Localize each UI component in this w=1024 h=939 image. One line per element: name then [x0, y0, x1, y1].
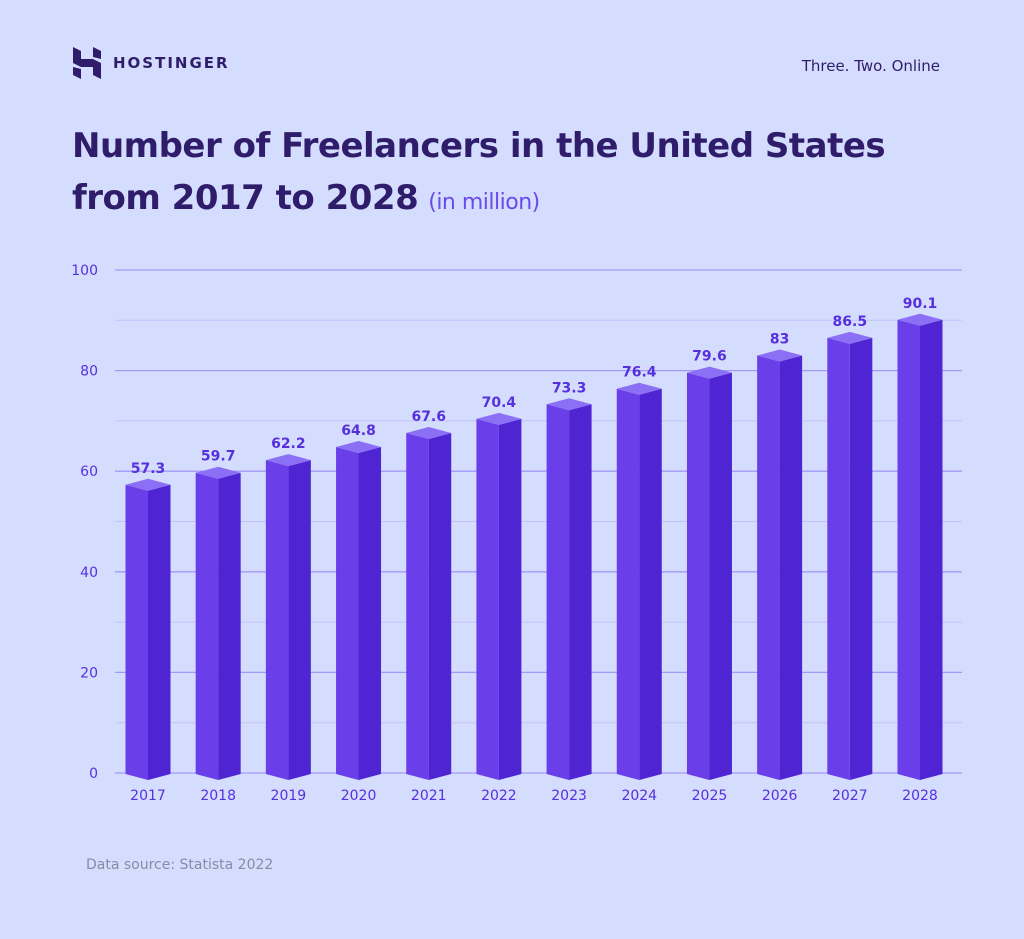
x-tick-label: 2024	[621, 788, 657, 804]
data-label: 73.3	[552, 380, 587, 396]
bar-top-face	[546, 398, 592, 411]
logo: HOSTINGER	[73, 47, 230, 79]
bar-front-face	[827, 337, 850, 780]
bar-top-face	[827, 331, 873, 344]
title-line-2: from 2017 to 2028	[72, 178, 419, 218]
bar-side-face	[148, 484, 171, 780]
bar-top-face	[616, 382, 662, 395]
bar-side-face	[288, 460, 311, 780]
brand-name: HOSTINGER	[113, 54, 230, 72]
bar-top-face	[336, 441, 382, 454]
data-label: 90.1	[903, 296, 938, 312]
bar-side-face	[498, 418, 522, 780]
bar-top-face	[195, 466, 241, 479]
x-tick-label: 2026	[762, 788, 798, 804]
bar-top-face	[265, 454, 311, 467]
bar-side-face	[218, 472, 241, 780]
x-tick-label: 2018	[200, 788, 236, 804]
data-label: 83	[770, 332, 789, 348]
data-label: 62.2	[271, 436, 306, 452]
bar-front-face	[686, 372, 710, 780]
bar-top-face	[476, 412, 522, 425]
x-tick-label: 2019	[271, 788, 307, 804]
bar-top-face	[897, 313, 943, 326]
y-tick-label: 20	[80, 665, 98, 681]
data-label: 70.4	[482, 395, 517, 411]
data-label: 76.4	[622, 365, 657, 381]
chart-title: Number of Freelancers in the United Stat…	[72, 120, 886, 229]
bar-side-face	[639, 388, 662, 780]
bar-top-face	[125, 478, 171, 491]
bar-front-face	[546, 404, 570, 780]
bar-side-face	[849, 337, 873, 780]
title-line-1: Number of Freelancers in the United Stat…	[72, 126, 886, 166]
bar-front-face	[757, 355, 780, 780]
x-tick-label: 2025	[692, 788, 728, 804]
y-tick-label: 80	[80, 364, 98, 380]
title-unit: (in million)	[428, 190, 540, 215]
y-tick-label: 40	[80, 565, 98, 581]
bar-side-face	[920, 319, 943, 780]
x-tick-label: 2027	[832, 788, 868, 804]
data-source: Data source: Statista 2022	[86, 857, 274, 873]
bar-front-face	[195, 472, 219, 780]
bar-side-face	[779, 355, 803, 780]
x-tick-label: 2021	[411, 788, 447, 804]
y-tick-label: 0	[89, 766, 98, 782]
bar-side-face	[709, 372, 732, 780]
bar-top-face	[686, 366, 732, 379]
tagline: Three. Two. Online	[801, 57, 940, 75]
bar-front-face	[336, 447, 359, 780]
data-label: 57.3	[131, 461, 166, 477]
bar-front-face	[265, 460, 289, 780]
hostinger-logo-icon	[73, 47, 101, 79]
bar-front-face	[616, 388, 640, 780]
bar-front-face	[476, 418, 499, 780]
bar-top-face	[757, 349, 803, 362]
data-label: 86.5	[833, 314, 868, 330]
bar-side-face	[358, 447, 382, 780]
y-tick-label: 60	[80, 464, 98, 480]
bar-side-face	[569, 404, 592, 780]
bar-front-face	[125, 484, 148, 780]
data-label: 79.6	[692, 349, 727, 365]
x-tick-label: 2020	[341, 788, 377, 804]
x-tick-label: 2022	[481, 788, 517, 804]
y-tick-label: 100	[71, 263, 98, 279]
bar-top-face	[406, 426, 452, 439]
data-label: 64.8	[341, 423, 376, 439]
data-label: 67.6	[411, 409, 446, 425]
x-tick-label: 2017	[130, 788, 166, 804]
x-tick-label: 2023	[551, 788, 587, 804]
x-tick-label: 2028	[902, 788, 938, 804]
bar-side-face	[428, 432, 452, 780]
data-label: 59.7	[201, 449, 236, 465]
bar-front-face	[406, 432, 429, 780]
bar-front-face	[897, 319, 920, 780]
